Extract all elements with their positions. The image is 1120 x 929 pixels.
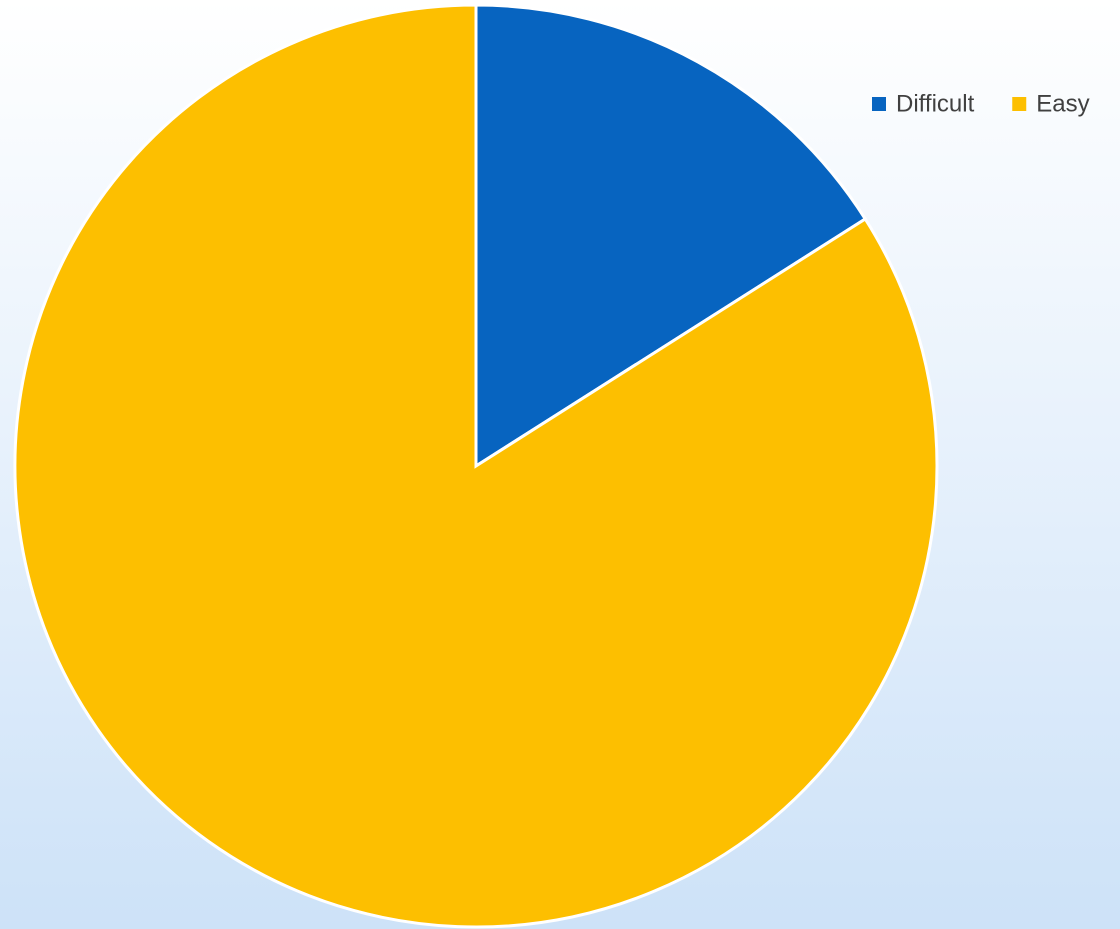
pie-slice [474,3,868,469]
pie [13,3,939,929]
legend: Difficult Easy [872,90,1090,117]
legend-label: Difficult [896,90,975,117]
legend-swatch [1012,97,1027,111]
legend-swatch [872,97,886,111]
pie-slice [13,3,939,929]
legend-label: Easy [1036,90,1089,117]
